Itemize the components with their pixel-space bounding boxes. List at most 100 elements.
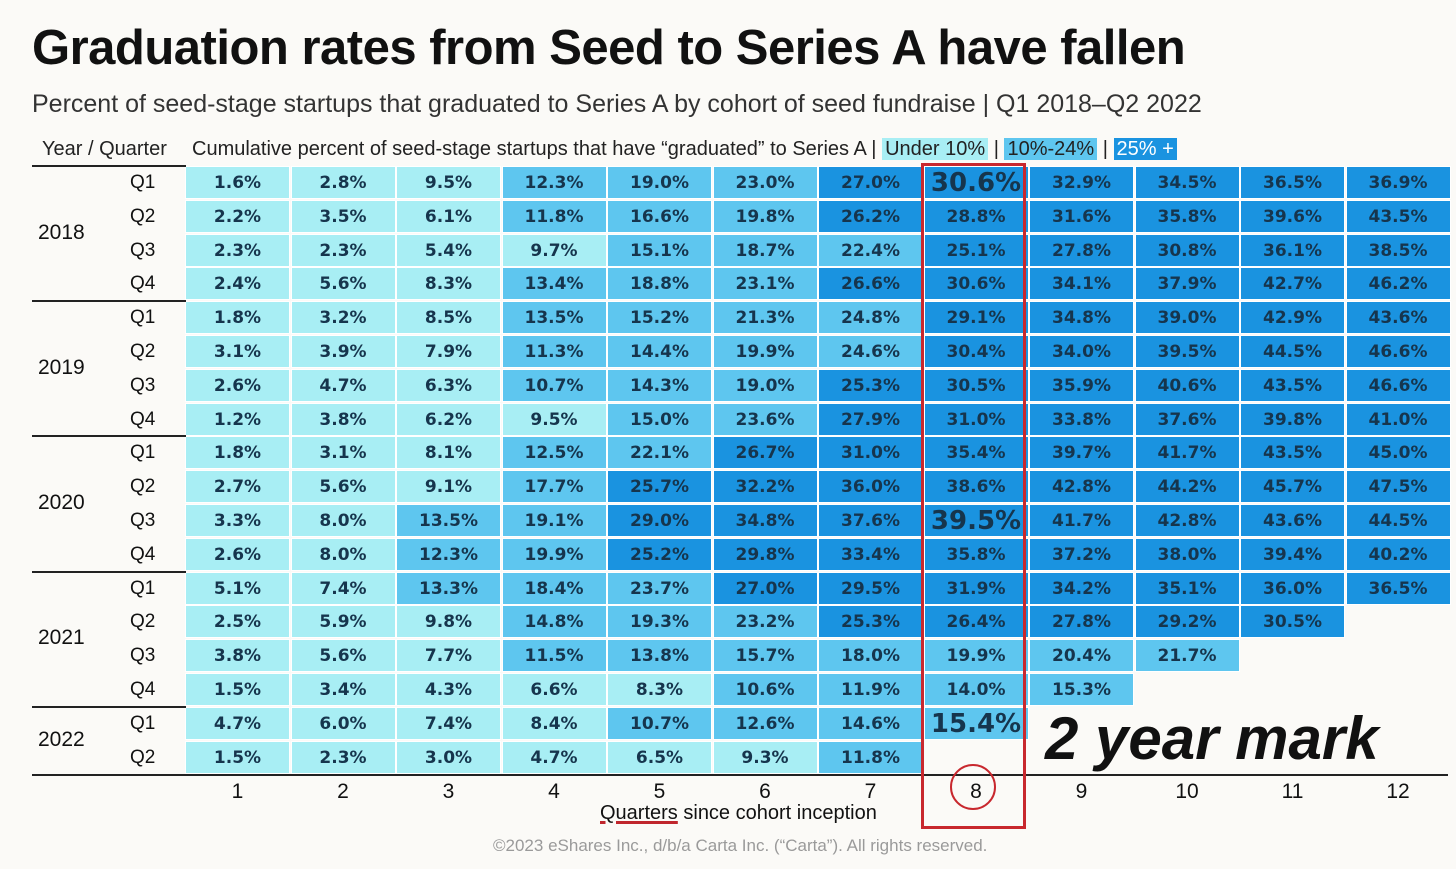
- heatmap-cell: 10.7%: [501, 368, 607, 402]
- heatmap-cell: 13.4%: [501, 267, 607, 301]
- heatmap-cell: 2.2%: [185, 199, 290, 233]
- heatmap-cell: 23.2%: [712, 605, 818, 639]
- heatmap-cell: 29.2%: [1134, 605, 1240, 639]
- heatmap-cell: 45.0%: [1345, 436, 1451, 470]
- heatmap-cell: 4.3%: [396, 673, 501, 706]
- heatmap-cell: 4.7%: [185, 706, 290, 740]
- heatmap-cell: 2.6%: [185, 537, 290, 571]
- heatmap-cell: 13.5%: [396, 504, 501, 537]
- heatmap-cell: 13.8%: [607, 639, 712, 673]
- heatmap-cell: 31.9%: [923, 571, 1029, 605]
- heatmap-cell: 15.4%: [923, 706, 1029, 740]
- heatmap-cell: 9.8%: [396, 605, 501, 639]
- legend-separator: |: [993, 138, 999, 160]
- heatmap-cell: 1.2%: [185, 402, 290, 436]
- heatmap-cell: 8.5%: [396, 301, 501, 335]
- heatmap-cell: 17.7%: [501, 470, 607, 504]
- row-quarter-label: Q1: [130, 307, 156, 329]
- heatmap-cell: 41.7%: [1029, 504, 1134, 537]
- heatmap-cell: 5.9%: [290, 605, 396, 639]
- heatmap-cell: 36.9%: [1345, 166, 1451, 199]
- heatmap-cell: 42.9%: [1240, 301, 1345, 335]
- heatmap-cell: 29.5%: [818, 571, 923, 605]
- heatmap-cell: 3.8%: [185, 639, 290, 673]
- heatmap-cell: 8.3%: [607, 673, 712, 706]
- heatmap-cell: 19.9%: [923, 639, 1029, 673]
- heatmap-cell: 15.7%: [712, 639, 818, 673]
- row-quarter-label: Q2: [130, 476, 156, 498]
- heatmap-cell: 37.2%: [1029, 537, 1134, 571]
- year-separator-line: [32, 165, 186, 167]
- heatmap-cell: 34.1%: [1029, 267, 1134, 301]
- heatmap-cell: 23.0%: [712, 166, 818, 199]
- heatmap-cell: 25.2%: [607, 537, 712, 571]
- heatmap-cell: 36.5%: [1240, 166, 1345, 199]
- chart-subtitle: Percent of seed-stage startups that grad…: [32, 90, 1202, 118]
- heatmap-cell: 10.6%: [712, 673, 818, 706]
- heatmap-cell: 12.5%: [501, 436, 607, 470]
- heatmap-cell: 7.9%: [396, 335, 501, 368]
- heatmap-cell: 25.3%: [818, 605, 923, 639]
- heatmap-cell: 9.3%: [712, 740, 818, 774]
- heatmap-cell: 36.0%: [1240, 571, 1345, 605]
- x-tick-label: 1: [231, 780, 244, 803]
- heatmap-cell: 16.6%: [607, 199, 712, 233]
- heatmap-cell: 3.3%: [185, 504, 290, 537]
- heatmap-cell: 36.0%: [818, 470, 923, 504]
- heatmap-cell: 23.1%: [712, 267, 818, 301]
- heatmap-cell: 26.4%: [923, 605, 1029, 639]
- heatmap-cell: 35.8%: [1134, 199, 1240, 233]
- heatmap-cell: 34.5%: [1134, 166, 1240, 199]
- heatmap-cell: 42.7%: [1240, 267, 1345, 301]
- heatmap-cell: 29.8%: [712, 537, 818, 571]
- heatmap-cell: 39.5%: [1134, 335, 1240, 368]
- heatmap-cell: 28.8%: [923, 199, 1029, 233]
- x-tick-label: 10: [1175, 780, 1199, 803]
- heatmap-cell: 6.0%: [290, 706, 396, 740]
- heatmap-cell: 27.8%: [1029, 233, 1134, 267]
- heatmap-cell: 1.8%: [185, 436, 290, 470]
- heatmap-cell: 39.8%: [1240, 402, 1345, 436]
- heatmap-cell: 43.5%: [1240, 436, 1345, 470]
- heatmap-cell: 26.2%: [818, 199, 923, 233]
- heatmap-cell: 39.6%: [1240, 199, 1345, 233]
- heatmap-cell: 37.6%: [1134, 402, 1240, 436]
- row-quarter-label: Q2: [130, 746, 156, 768]
- legend-10-24: 10%-24%: [1004, 138, 1098, 160]
- heatmap-cell: 8.0%: [290, 504, 396, 537]
- heatmap-cell: 32.9%: [1029, 166, 1134, 199]
- heatmap-cell: 39.5%: [923, 504, 1029, 537]
- heatmap-cell: 21.3%: [712, 301, 818, 335]
- x-tick-label: 7: [864, 780, 877, 803]
- heatmap-cell: 7.4%: [396, 706, 501, 740]
- year-separator-line: [32, 435, 186, 438]
- heatmap-cell: 18.7%: [712, 233, 818, 267]
- legend-row: Cumulative percent of seed-stage startup…: [192, 138, 1177, 161]
- row-quarter-label: Q3: [130, 645, 156, 667]
- heatmap-cell: 15.1%: [607, 233, 712, 267]
- heatmap-cell: 46.2%: [1345, 267, 1451, 301]
- heatmap-cell: 35.9%: [1029, 368, 1134, 402]
- x-tick-label: 5: [653, 780, 666, 803]
- chart-title: Graduation rates from Seed to Series A h…: [32, 21, 1186, 75]
- x-tick-label: 3: [442, 780, 455, 803]
- x-axis-label-underlined: Quarters: [600, 802, 678, 824]
- heatmap-cell: 29.0%: [607, 504, 712, 537]
- heatmap-cell: 35.1%: [1134, 571, 1240, 605]
- heatmap-cell: 32.2%: [712, 470, 818, 504]
- heatmap-cell: 43.5%: [1345, 199, 1451, 233]
- heatmap-cell: 26.7%: [712, 436, 818, 470]
- heatmap-cell: 12.3%: [396, 537, 501, 571]
- heatmap-cell: 3.5%: [290, 199, 396, 233]
- row-quarter-label: Q1: [130, 712, 156, 734]
- heatmap-cell: 11.8%: [818, 740, 923, 774]
- heatmap-cell: 5.6%: [290, 267, 396, 301]
- heatmap-cell: 15.3%: [1029, 673, 1134, 706]
- heatmap-cell: 9.7%: [501, 233, 607, 267]
- heatmap-cell: 1.5%: [185, 740, 290, 774]
- heatmap-cell: 5.6%: [290, 639, 396, 673]
- heatmap-cell: 33.8%: [1029, 402, 1134, 436]
- copyright-notice: ©2023 eShares Inc., d/b/a Carta Inc. (“C…: [493, 836, 988, 855]
- heatmap-cell: 41.0%: [1345, 402, 1451, 436]
- heatmap-cell: 9.5%: [501, 402, 607, 436]
